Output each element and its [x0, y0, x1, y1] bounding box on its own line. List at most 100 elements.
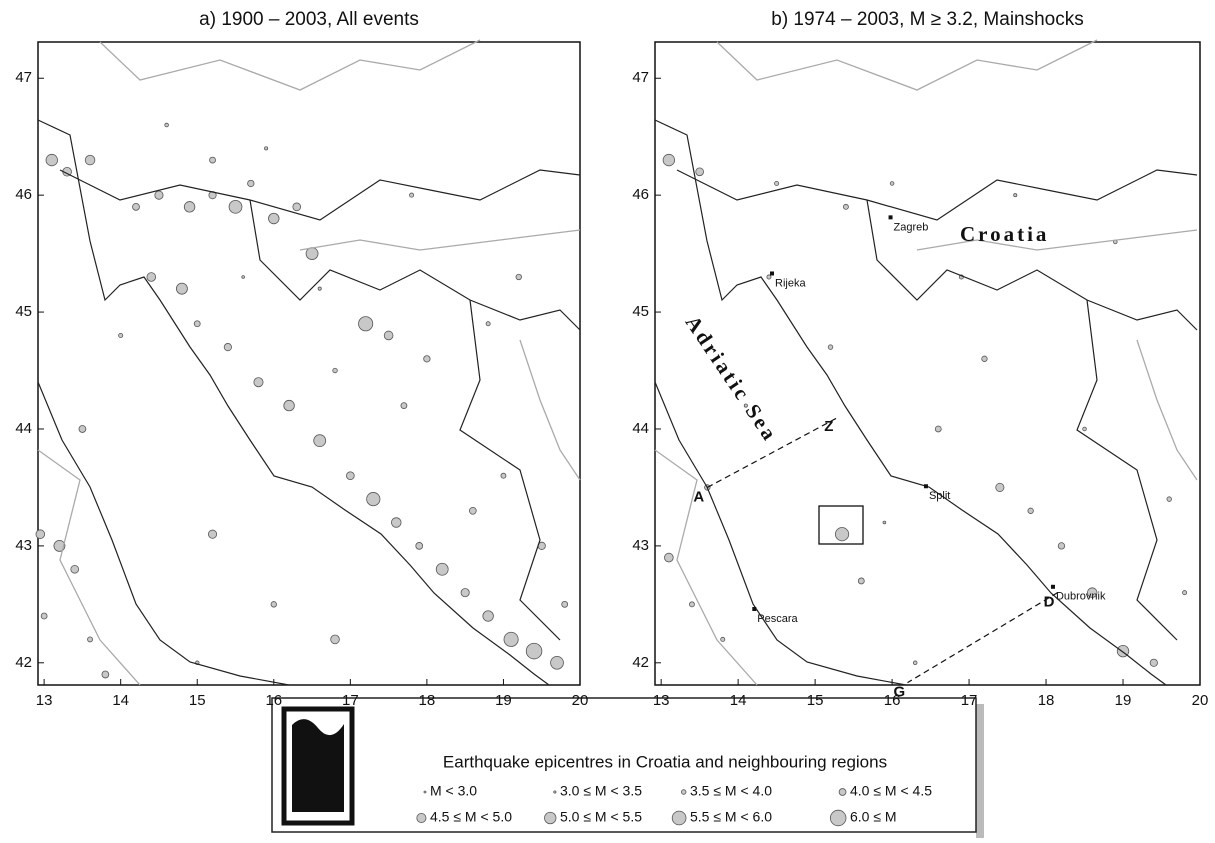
epicenter [1082, 426, 1087, 432]
y-tick-label: 42 [15, 654, 32, 671]
profile-line [707, 416, 839, 488]
epicenter [366, 492, 381, 507]
epicenter [460, 588, 470, 598]
profile-label: D [1044, 594, 1055, 611]
epicenter [87, 636, 93, 643]
epicenter [550, 655, 564, 670]
epicenter [882, 520, 887, 525]
epicenter [383, 330, 394, 341]
x-tick-label: 14 [112, 692, 129, 709]
epicenter [400, 402, 408, 409]
y-tick-label: 47 [15, 69, 32, 86]
profile-label: G [893, 684, 905, 701]
legend-icon-art [292, 719, 344, 812]
epicenter [209, 156, 216, 164]
city-label: Split [929, 490, 950, 502]
epicenter [164, 122, 169, 128]
city-marker [770, 271, 775, 276]
epicenter [409, 192, 415, 198]
x-tick-label: 15 [189, 692, 206, 709]
epicenter [1166, 496, 1172, 502]
epicenter [435, 562, 449, 576]
epicenter [468, 506, 477, 515]
x-tick-label: 20 [1192, 692, 1209, 709]
epicenter [154, 190, 164, 200]
epicenter [1149, 658, 1158, 667]
profile-line [907, 592, 1058, 684]
epicenter [1027, 507, 1034, 514]
epicenter [223, 343, 232, 352]
city-label: Pescara [757, 613, 798, 625]
legend-symbol [544, 811, 557, 825]
city-marker [923, 484, 928, 489]
legend-symbol [671, 810, 687, 826]
epicenter [889, 181, 895, 186]
epicenter [78, 425, 87, 433]
city-marker [888, 215, 893, 220]
legend-label: 4.5 ≤ M < 5.0 [430, 809, 512, 825]
epicenter [1087, 587, 1098, 598]
epicenter [1013, 193, 1018, 198]
epicenter [228, 200, 243, 214]
epicenter [561, 600, 569, 608]
epicenter [485, 321, 491, 327]
epicenter [118, 332, 124, 338]
legend-symbol [553, 790, 557, 794]
x-tick-label: 15 [807, 692, 824, 709]
epicenter [35, 529, 46, 539]
epicenter [482, 610, 494, 622]
epicenter [270, 601, 277, 608]
y-tick-label: 44 [15, 420, 32, 437]
epicenter [423, 355, 431, 363]
epicenter [662, 153, 676, 167]
epicenter [330, 634, 340, 645]
epicenter [664, 552, 674, 563]
y-tick-label: 46 [15, 186, 32, 203]
epicenter [834, 527, 850, 542]
x-tick-label: 13 [653, 692, 670, 709]
city-label: Rijeka [775, 277, 806, 289]
legend-label: 4.0 ≤ M < 4.5 [850, 783, 932, 799]
epicenter [101, 670, 110, 679]
legend-symbol [423, 790, 427, 794]
epicenter [45, 153, 58, 167]
panel-title: b) 1974 – 2003, M ≥ 3.2, Mainshocks [771, 9, 1084, 30]
city-label: Dubrovnik [1056, 591, 1106, 603]
epicenter [40, 612, 48, 620]
epicenter [1182, 590, 1188, 596]
legend-label: 3.5 ≤ M < 4.0 [690, 783, 772, 799]
epicenter [292, 202, 302, 212]
epicenter [720, 636, 726, 642]
legend: Earthquake epicentres in Croatia and nei… [271, 697, 984, 838]
epicenter [500, 472, 507, 479]
legend-label: 6.0 ≤ M [850, 809, 897, 825]
x-tick-label: 18 [1038, 692, 1055, 709]
epicenter [241, 275, 245, 279]
epicenter [827, 344, 834, 350]
y-tick-label: 46 [632, 186, 649, 203]
city-label: Zagreb [894, 221, 929, 233]
legend-label: 3.0 ≤ M < 3.5 [560, 783, 642, 799]
legend-box [271, 697, 977, 833]
epicenter [193, 320, 201, 328]
legend-symbol [416, 813, 427, 824]
y-tick-label: 42 [632, 654, 649, 671]
x-tick-label: 16 [884, 692, 901, 709]
epicenter [525, 642, 543, 660]
epicenter [743, 403, 748, 408]
epicenter [981, 355, 988, 362]
epicenter [912, 660, 918, 666]
epicenter [313, 434, 327, 448]
region-label: Croatia [960, 222, 1049, 246]
epicenter [358, 316, 374, 332]
legend-label: M < 3.0 [430, 783, 477, 799]
epicenter [317, 286, 322, 291]
city-marker [1050, 584, 1055, 589]
panel-title: a) 1900 – 2003, All events [199, 9, 419, 30]
y-tick-label: 47 [632, 69, 649, 86]
legend-shadow [976, 704, 984, 838]
epicenter [391, 517, 402, 528]
epicenter [247, 179, 255, 188]
x-tick-label: 18 [419, 692, 436, 709]
